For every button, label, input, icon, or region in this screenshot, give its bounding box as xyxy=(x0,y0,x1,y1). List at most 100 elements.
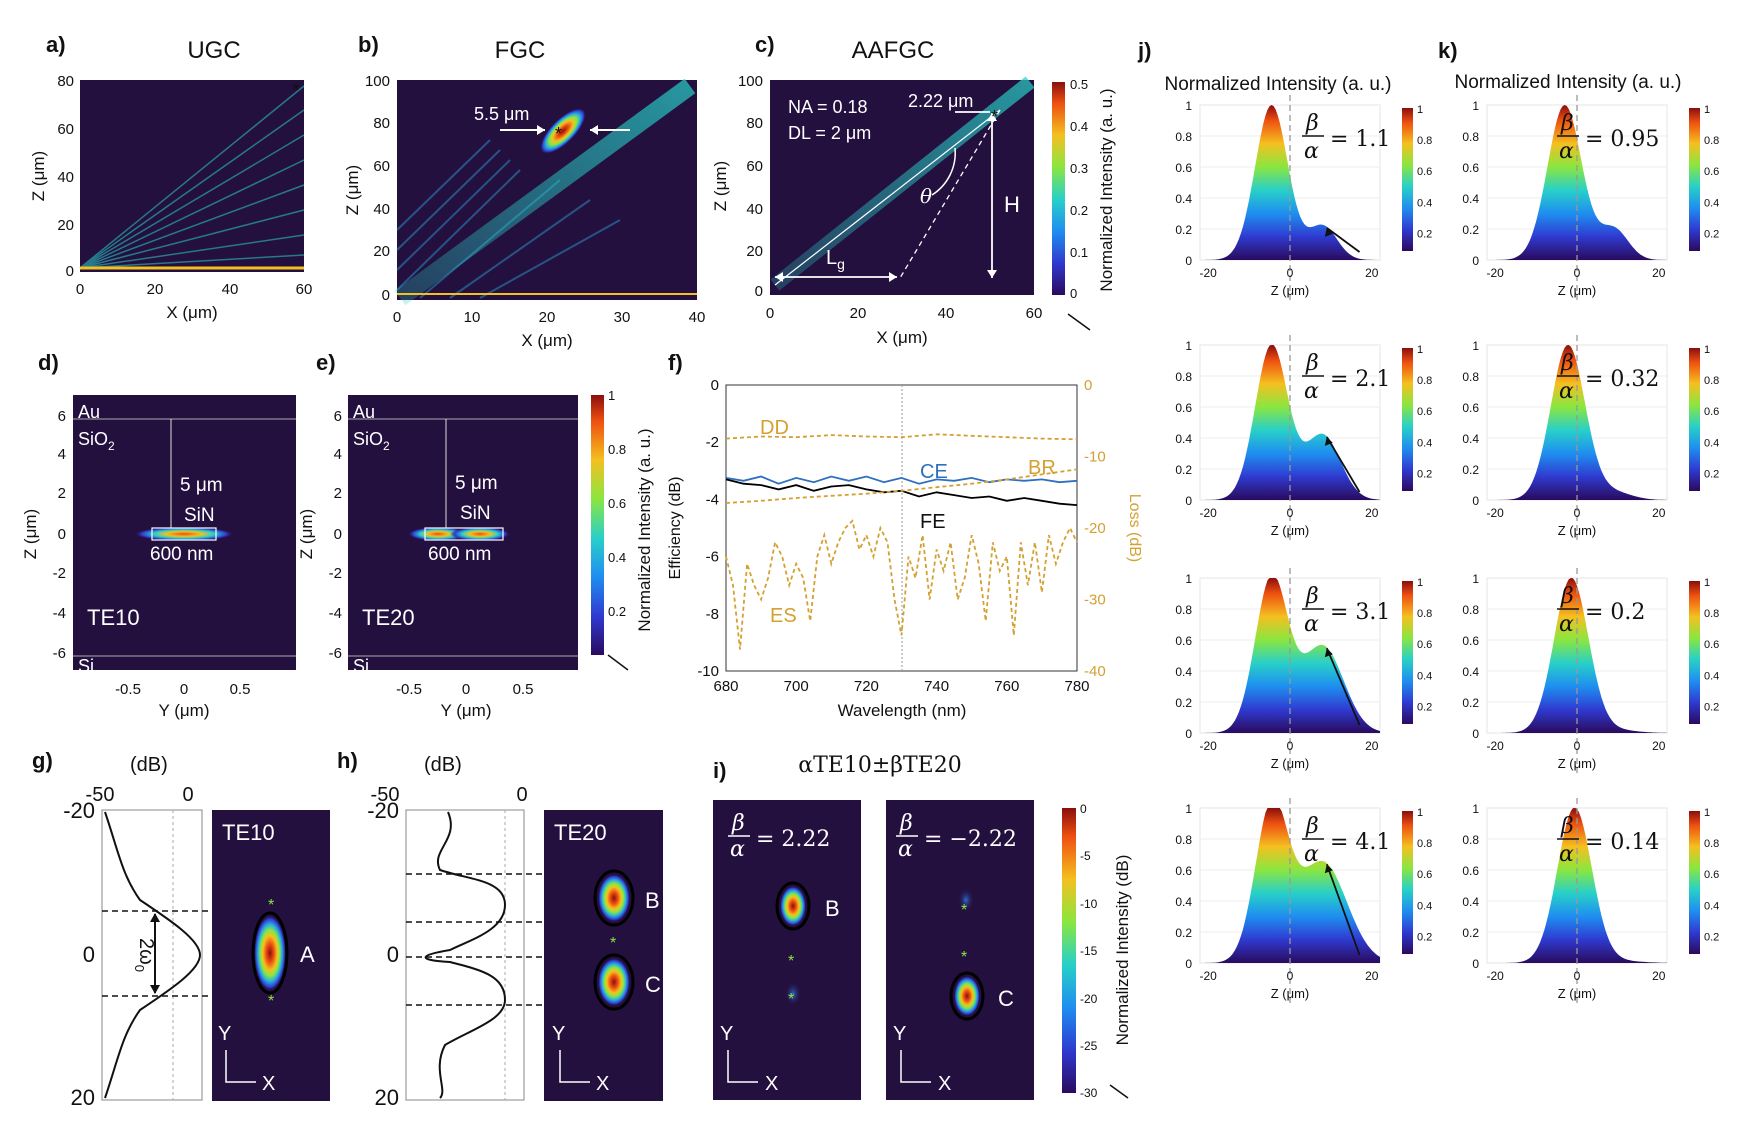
mode-spot xyxy=(254,915,286,991)
colorbar-tick: 0.8 xyxy=(1417,838,1432,850)
svg-text:20: 20 xyxy=(57,217,74,234)
svg-text:0.1: 0.1 xyxy=(1070,245,1088,260)
beta-symbol: β xyxy=(1560,111,1574,136)
colorbar xyxy=(1402,581,1413,724)
x-tick: 0 xyxy=(1287,506,1294,520)
x-tick: 20 xyxy=(1652,266,1666,280)
svg-text:X (μm): X (μm) xyxy=(166,303,217,322)
svg-text:6: 6 xyxy=(334,408,342,425)
panel-e: e) Au SiO2 5 μm SiN 600 nm TE20 Si -0.5 … xyxy=(297,350,654,720)
profile-plot: 1 0.8 0.6 0.4 0.2 0 -20 0 20 Z (μm) 1 0.8 0.6 0.4 0.2 β… xyxy=(1175,95,1432,300)
focus-star: * xyxy=(292,80,300,102)
colorbar-tick: 0.4 xyxy=(1704,437,1719,449)
beta-symbol: β xyxy=(731,811,745,836)
colorbar-tick: 1 xyxy=(1417,344,1423,356)
svg-text:0: 0 xyxy=(755,283,763,300)
intensity-surface xyxy=(1200,345,1380,500)
svg-text:-4: -4 xyxy=(53,605,66,622)
y-tick: 1 xyxy=(1185,802,1192,816)
x-axis-indicator: X xyxy=(938,1073,951,1095)
colorbar-tick: 0.2 xyxy=(1417,468,1432,480)
svg-text:0: 0 xyxy=(382,287,390,304)
y-tick: 0.6 xyxy=(1175,401,1192,415)
x-tick: -20 xyxy=(1200,969,1218,983)
spot-outline xyxy=(593,869,635,927)
x-axis: 0 10 20 30 40 X (μm) xyxy=(393,309,706,350)
svg-text:Y (μm): Y (μm) xyxy=(440,701,491,720)
y-tick: 0 xyxy=(1185,957,1192,971)
chart-series xyxy=(725,433,1078,650)
colorbar-ticks: 0 -5 -10 -15 -20 -25 -30 xyxy=(1080,802,1098,1100)
beta-symbol: β xyxy=(1560,584,1574,609)
intensity-surface xyxy=(1200,808,1380,963)
svg-text:X (μm): X (μm) xyxy=(876,328,927,347)
y-tick: -6 xyxy=(706,549,719,566)
shift-arrow xyxy=(1326,436,1361,493)
y-tick: 1 xyxy=(1185,572,1192,586)
colorbar-tick: 0.4 xyxy=(1417,197,1432,209)
panel-title: Normalized Intensity (a. u.) xyxy=(1454,72,1681,93)
alpha-symbol: α xyxy=(1304,612,1319,637)
alpha-symbol: α xyxy=(898,837,913,862)
profile-plot: 1 0.8 0.6 0.4 0.2 0 -20 0 20 Z (μm) 1 0.8 0.6 0.4 0.2 β… xyxy=(1462,95,1719,300)
ratio-value: = 0.14 xyxy=(1585,830,1659,855)
y-tick: 0 xyxy=(1185,727,1192,741)
svg-text:60: 60 xyxy=(296,281,313,298)
y-tick: 0 xyxy=(1472,727,1479,741)
beta-symbol: β xyxy=(1560,351,1574,376)
x-axis: -0.5 0 0.5 Y (μm) xyxy=(396,681,533,720)
spot-label-c: C xyxy=(998,986,1014,1011)
colorbar-tick: 0.2 xyxy=(1417,701,1432,713)
x-axis-label: Z (μm) xyxy=(1558,523,1597,538)
y-tick: 0.8 xyxy=(1462,603,1479,617)
panel-c: c) AAFGC θ Lg H NA = 0.18 DL = 2 μm 2.22… xyxy=(711,32,1116,347)
y-tick: 0.6 xyxy=(1462,161,1479,175)
panel-label: e) xyxy=(316,350,336,375)
x-tick: 0 xyxy=(1287,969,1294,983)
br-label: BR xyxy=(1028,457,1056,479)
na-label: NA = 0.18 xyxy=(788,97,868,117)
panel-label: d) xyxy=(38,350,59,375)
svg-text:X (μm): X (μm) xyxy=(521,331,572,350)
y2-tick: -10 xyxy=(1084,449,1106,466)
arrow-head xyxy=(590,125,598,135)
x-tick: -20 xyxy=(1487,266,1505,280)
y-tick: 1 xyxy=(1472,802,1479,816)
x-tick: -20 xyxy=(1487,969,1505,983)
svg-text:0.3: 0.3 xyxy=(1070,161,1088,176)
colorbar-tick: 0.2 xyxy=(1417,931,1432,943)
svg-text:Z (μm): Z (μm) xyxy=(29,151,48,201)
x-tick: 20 xyxy=(1365,266,1379,280)
ratio-value: = 2.22 xyxy=(756,827,830,852)
colorbar-tick: 0.4 xyxy=(1704,900,1719,912)
colorbar-tick: 0.8 xyxy=(1417,608,1432,620)
shift-arrow xyxy=(1325,863,1361,956)
marker-star: * xyxy=(268,897,274,914)
waist-label: 2ω0 xyxy=(132,938,157,972)
au-label: Au xyxy=(78,402,100,422)
spot-label-a: A xyxy=(300,942,315,967)
colorbar xyxy=(1402,348,1413,491)
alpha-symbol: α xyxy=(1559,842,1574,867)
y-tick: 0.4 xyxy=(1175,895,1192,909)
focal-spot xyxy=(540,108,586,154)
marker-star: * xyxy=(788,991,794,1008)
y-axis: 100 80 60 40 20 0 Z (μm) xyxy=(343,73,390,304)
arrow-head xyxy=(1324,436,1333,446)
mode-spot-right xyxy=(450,527,510,541)
x-axis: -0.5 0 0.5 Y (μm) xyxy=(115,681,250,720)
panel-h: h) (dB) -50 0 -20 0 20 * TE20 B C Y X xyxy=(337,748,663,1110)
svg-text:10: 10 xyxy=(464,309,481,326)
y-tick: 0.4 xyxy=(1462,192,1479,206)
x-tick: 680 xyxy=(713,678,738,695)
y-axis-label: Efficiency (dB) xyxy=(667,477,684,580)
colorbar xyxy=(1689,348,1700,491)
beam-line xyxy=(774,109,1001,286)
colorbar-tick: 0.4 xyxy=(1417,670,1432,682)
y2-tick: -40 xyxy=(1084,663,1106,680)
profile-box xyxy=(101,809,203,1101)
svg-text:0: 0 xyxy=(393,309,401,326)
svg-text:0: 0 xyxy=(58,526,66,543)
svg-text:-20: -20 xyxy=(1080,992,1098,1006)
colorbar-ticks: 1 0.8 0.6 0.4 0.2 xyxy=(608,388,626,619)
